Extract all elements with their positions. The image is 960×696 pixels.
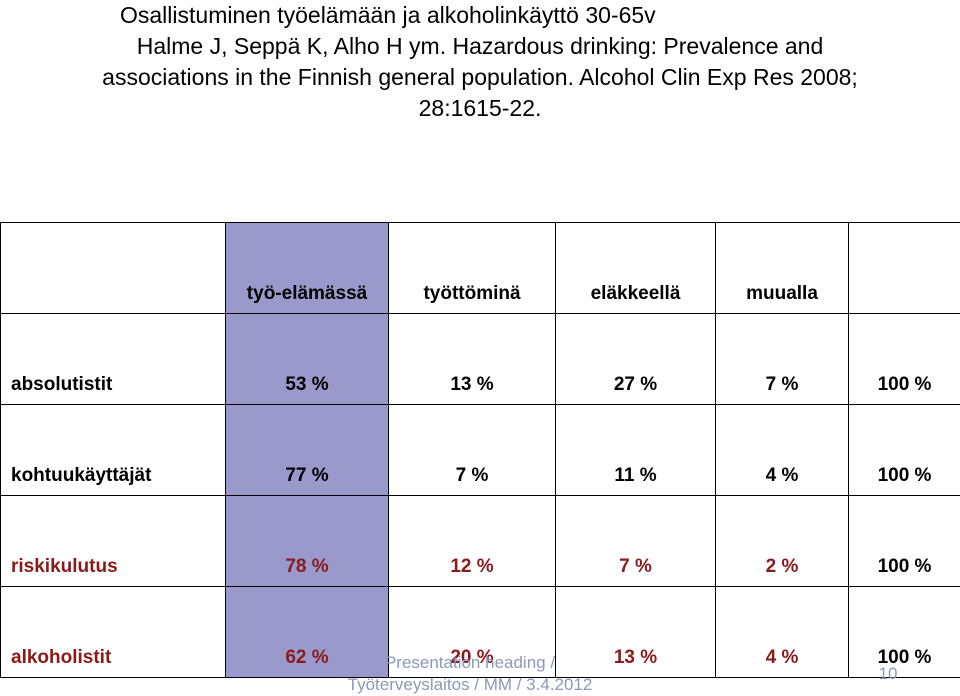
row-label: absolutistit xyxy=(1,314,226,405)
table-cell: 7 % xyxy=(389,405,556,496)
page-number: 10 xyxy=(868,664,908,684)
column-header: työ-elämässä xyxy=(226,223,389,314)
table-cell: 11 % xyxy=(556,405,716,496)
table-cell: 2 % xyxy=(716,496,849,587)
column-header: muualla xyxy=(716,223,849,314)
column-header: työttöminä xyxy=(389,223,556,314)
footer: Presentation heading / Työterveyslaitos … xyxy=(260,652,680,696)
table-cell: 27 % xyxy=(556,314,716,405)
reference-line: associations in the Finnish general popu… xyxy=(0,62,960,93)
total-cell: 100 % xyxy=(849,314,960,405)
row-label: kohtuukäyttäjät xyxy=(1,405,226,496)
column-header: eläkkeellä xyxy=(556,223,716,314)
reference-line: Halme J, Seppä K, Alho H ym. Hazardous d… xyxy=(0,31,960,62)
footer-line: Työterveyslaitos / MM / 3.4.2012 xyxy=(260,674,680,696)
table-cell: 7 % xyxy=(556,496,716,587)
reference: Halme J, Seppä K, Alho H ym. Hazardous d… xyxy=(0,31,960,124)
table-cell: 77 % xyxy=(226,405,389,496)
table-cell: 13 % xyxy=(389,314,556,405)
empty-cell xyxy=(849,223,960,314)
title: Osallistuminen työelämään ja alkoholinkä… xyxy=(120,0,656,31)
table-cell: 7 % xyxy=(716,314,849,405)
total-cell: 100 % xyxy=(849,405,960,496)
row-label: alkoholistit xyxy=(1,587,226,678)
empty-cell xyxy=(1,223,226,314)
table-cell: 12 % xyxy=(389,496,556,587)
table-cell: 4 % xyxy=(716,405,849,496)
total-cell: 100 % xyxy=(849,496,960,587)
reference-line: 28:1615-22. xyxy=(0,93,960,124)
table-cell: 53 % xyxy=(226,314,389,405)
row-label: riskikulutus xyxy=(1,496,226,587)
table-cell: 4 % xyxy=(716,587,849,678)
footer-line: Presentation heading / xyxy=(260,652,680,674)
table-cell: 78 % xyxy=(226,496,389,587)
